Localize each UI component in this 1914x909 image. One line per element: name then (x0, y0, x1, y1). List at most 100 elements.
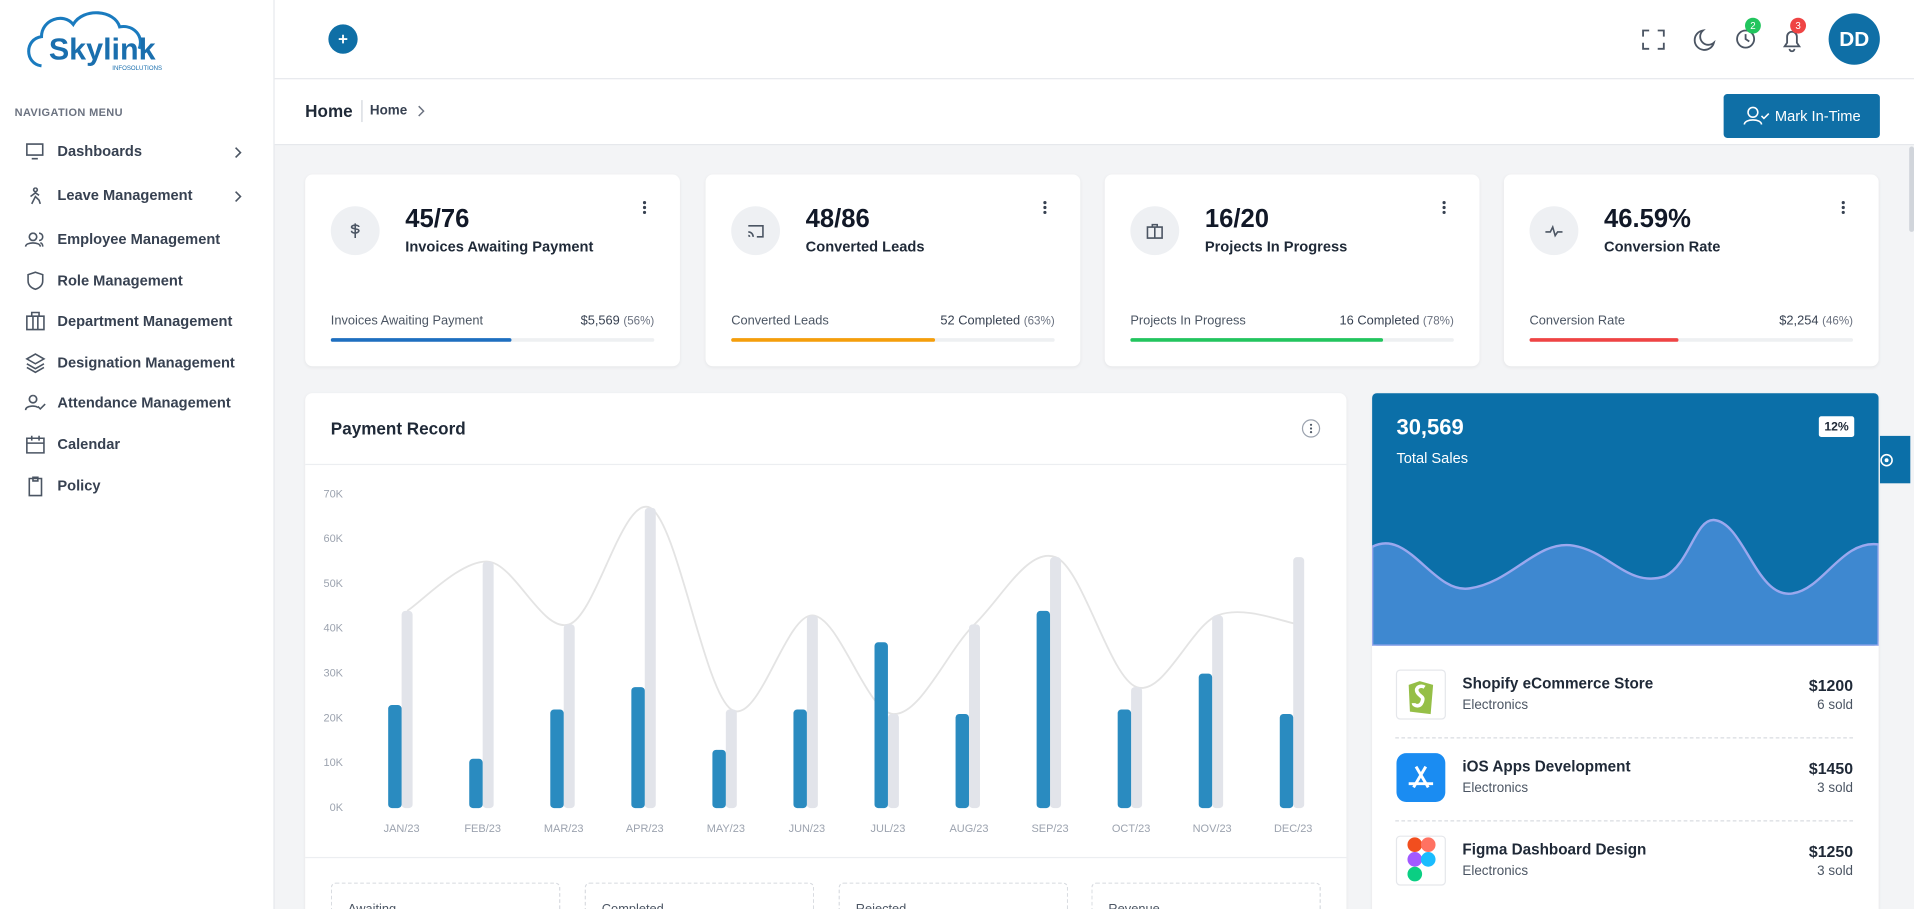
nav-item[interactable]: Employee Management (15, 225, 259, 254)
bar (1212, 615, 1224, 809)
progress-label: (78%) (1422, 314, 1454, 329)
product-logo (1395, 835, 1446, 886)
progress-bar (1529, 338, 1679, 342)
product-sold: 6 sold (1817, 698, 1854, 713)
divider (361, 100, 363, 123)
footer-label: Invoices Awaiting Payment (330, 313, 484, 329)
footer-value: 16 Completed (1339, 313, 1420, 329)
avatar[interactable] (1828, 13, 1880, 65)
nav-item[interactable]: Leave Management (15, 181, 259, 210)
bar (401, 610, 413, 809)
theme-icon[interactable] (1693, 29, 1716, 51)
bar (887, 713, 899, 809)
bell-icon[interactable] (1782, 30, 1802, 53)
nav-label: Designation Management (57, 354, 235, 372)
clock-icon[interactable] (1736, 29, 1756, 49)
footer-value: 52 Completed (940, 313, 1021, 329)
product-logo (1395, 752, 1446, 803)
y-tick-label: 0K (330, 802, 344, 814)
stat-card: 48/86 Converted Leads Converted Leads 52 Co… (705, 174, 1081, 367)
nav-label: Leave Management (57, 186, 193, 204)
payment-record-card (305, 393, 1347, 909)
product-category: Electronics (1462, 698, 1529, 713)
settings-tab[interactable] (1879, 435, 1911, 484)
separator (305, 856, 1347, 859)
stat-label: Conversion Rate (1603, 238, 1721, 256)
bar (1036, 610, 1051, 809)
product-name: Figma Dashboard Design (1462, 841, 1647, 859)
breadcrumb-item[interactable]: Home (369, 103, 408, 119)
clock-badge (1744, 17, 1761, 34)
nav-heading: NAVIGATION MENU (14, 106, 123, 119)
stat-card: 45/76 Invoices Awaiting Payment Invoices A… (305, 174, 680, 367)
nav-label: Role Management (57, 272, 183, 290)
card-menu[interactable] (1042, 199, 1047, 216)
x-tick-label: JAN/23 (384, 823, 420, 835)
trend-line (406, 505, 1299, 715)
icon (235, 147, 242, 159)
footer-right: $2,254 (46%) (1779, 314, 1853, 329)
icon (748, 225, 764, 238)
nav-item[interactable]: Department Management (15, 306, 259, 335)
x-tick-label: APR/23 (626, 823, 664, 835)
y-tick-label: 20K (323, 712, 343, 724)
bar (793, 709, 807, 809)
bar (1117, 709, 1132, 809)
stat-label: Projects In Progress (1204, 238, 1348, 256)
mark-in-time-button[interactable]: Mark In-Time (1723, 93, 1880, 138)
stat-label: Converted Leads (805, 238, 925, 256)
fullscreen-icon[interactable] (1642, 29, 1665, 50)
avatar-initials: DD (1839, 28, 1869, 51)
icon (1545, 224, 1563, 238)
y-tick-label: 40K (323, 623, 343, 635)
stat-label: Invoices Awaiting Payment (405, 238, 594, 256)
bar (550, 709, 564, 809)
product-logo (1395, 669, 1446, 720)
nav-item[interactable]: Dashboards (15, 137, 259, 166)
top-bar (274, 0, 1914, 80)
stat-icon-circle (1529, 206, 1579, 256)
user-check-icon (1743, 106, 1770, 125)
footer-right: 16 Completed (78%) (1340, 314, 1454, 329)
nav-label: Policy (57, 477, 101, 495)
stat-icon-circle (1130, 206, 1180, 256)
footer-right: $5,569 (56%) (581, 314, 655, 329)
bar (955, 713, 969, 809)
footer-label: Conversion Rate (1529, 313, 1626, 329)
stat-icon-circle (330, 206, 380, 256)
progress-label: (63%) (1023, 314, 1055, 329)
icon (26, 311, 45, 331)
card-menu[interactable] (1442, 199, 1447, 216)
nav-label: Dashboards (57, 142, 143, 160)
card-menu[interactable] (642, 199, 647, 216)
x-tick-label: SEP/23 (1031, 823, 1068, 835)
footer-value: $2,254 (1779, 313, 1819, 329)
nav-item[interactable]: Designation Management (15, 348, 259, 377)
product-name: iOS Apps Development (1462, 758, 1631, 776)
nav-item[interactable]: Policy (15, 471, 259, 500)
product-price: $1450 (1808, 759, 1854, 778)
icon (27, 271, 44, 291)
card-menu[interactable] (1300, 419, 1322, 441)
product-price: $1250 (1808, 842, 1854, 861)
progress-track (1529, 338, 1854, 342)
icon (1146, 223, 1163, 239)
bar (1293, 557, 1305, 809)
stat-value: 48/86 (805, 205, 870, 234)
bar (469, 758, 483, 809)
total-sales-banner: 12% 30,569 Total Sales (1372, 393, 1879, 646)
bar (631, 687, 645, 809)
nav-item[interactable]: Calendar (15, 430, 259, 459)
nav-item[interactable]: Role Management (15, 266, 259, 295)
bar (725, 709, 737, 809)
total-sales-label: Total Sales (1396, 451, 1468, 467)
card-title: Payment Record (330, 418, 466, 439)
nav-item[interactable]: Attendance Management (15, 388, 259, 417)
x-tick-label: DEC/23 (1274, 823, 1312, 835)
product-sold: 3 sold (1817, 864, 1854, 879)
card-menu[interactable] (1841, 199, 1846, 216)
clock-badge-count: 2 (1750, 21, 1755, 32)
bar (1050, 557, 1062, 809)
footer-label: Converted Leads (731, 313, 829, 329)
summary-label: Awaiting (348, 902, 396, 909)
